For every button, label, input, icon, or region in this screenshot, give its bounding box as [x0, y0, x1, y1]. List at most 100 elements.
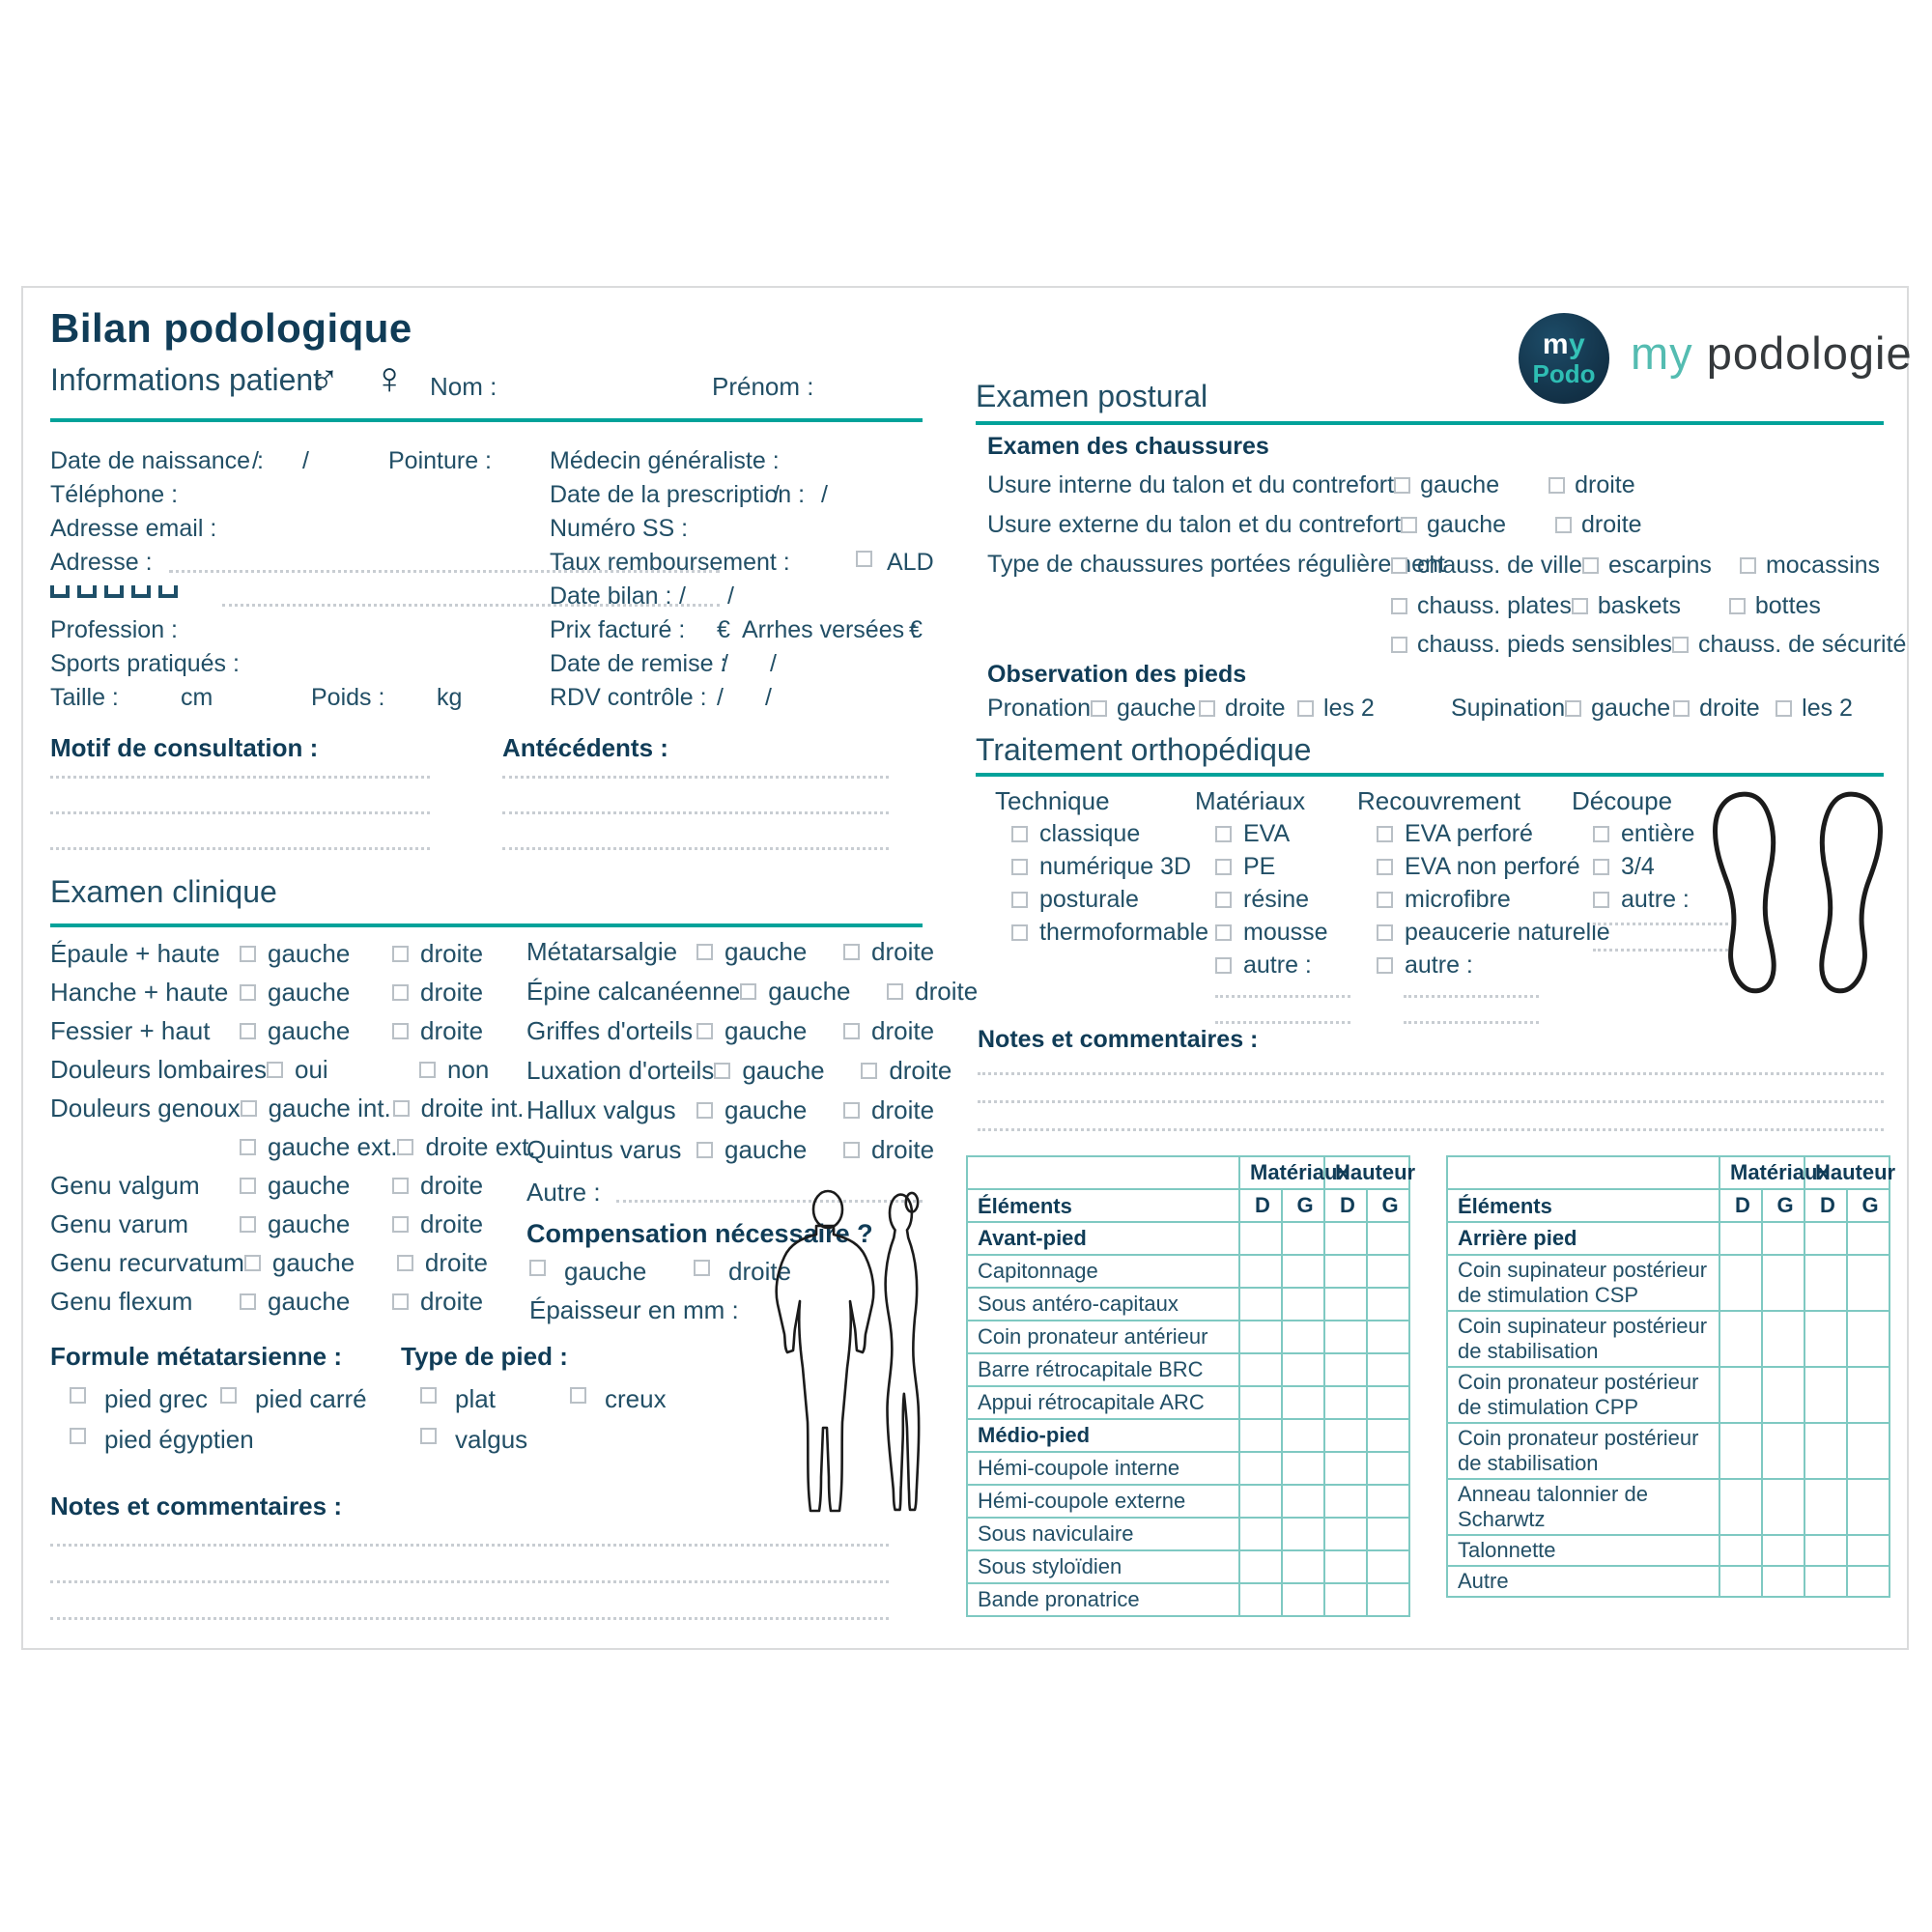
notes-line[interactable] [50, 1544, 889, 1547]
checkbox-droite[interactable] [1673, 699, 1690, 717]
code-postal-boxes[interactable] [50, 585, 185, 603]
checkbox-les-2[interactable] [1297, 699, 1315, 717]
checkbox-droite[interactable] [1548, 476, 1566, 494]
table-cell[interactable] [1846, 1366, 1890, 1424]
checkbox-gauche[interactable] [696, 1141, 713, 1158]
antecedents-line[interactable] [502, 776, 889, 779]
table-cell[interactable] [1761, 1366, 1805, 1424]
checkbox-droite[interactable] [392, 1022, 409, 1039]
antecedents-line[interactable] [502, 811, 889, 814]
table-cell[interactable] [1846, 1565, 1890, 1598]
table-cell[interactable] [1366, 1451, 1410, 1486]
table-cell[interactable] [1281, 1451, 1325, 1486]
table-cell[interactable] [1323, 1549, 1368, 1584]
checkbox-numerique-3d[interactable] [1011, 858, 1028, 875]
checkbox-droite[interactable] [1199, 699, 1216, 717]
table-cell[interactable] [1281, 1418, 1325, 1453]
table-cell[interactable] [1719, 1534, 1763, 1567]
table-cell[interactable] [1761, 1254, 1805, 1312]
notes-line[interactable] [50, 1617, 889, 1620]
materiaux-autre-line[interactable] [1215, 995, 1350, 998]
checkbox-eva-non-perfore[interactable] [1377, 858, 1393, 875]
checkbox-mousse[interactable] [1215, 923, 1232, 941]
table-cell[interactable] [1366, 1385, 1410, 1420]
checkbox-droite[interactable] [392, 1293, 409, 1310]
checkbox-gauche[interactable] [1565, 699, 1582, 717]
table-cell[interactable] [1366, 1418, 1410, 1453]
table-cell[interactable] [1366, 1484, 1410, 1519]
motif-line[interactable] [50, 847, 430, 850]
table-cell[interactable] [1323, 1352, 1368, 1387]
table-cell[interactable] [1281, 1582, 1325, 1617]
table-cell[interactable] [1323, 1254, 1368, 1289]
table-cell[interactable] [1323, 1385, 1368, 1420]
checkbox-decoupe-autre[interactable] [1593, 891, 1609, 908]
table-cell[interactable] [1366, 1254, 1410, 1289]
checkbox-resine[interactable] [1215, 891, 1232, 908]
checkbox-eva-perfore[interactable] [1377, 825, 1393, 842]
table-cell[interactable] [1323, 1582, 1368, 1617]
table-cell[interactable] [1719, 1254, 1763, 1312]
table-cell[interactable] [1238, 1549, 1283, 1584]
notes-line[interactable] [50, 1580, 889, 1583]
checkbox-gauche[interactable] [1394, 476, 1411, 494]
checkbox-pe[interactable] [1215, 858, 1232, 875]
checkbox-gauche[interactable] [240, 1293, 256, 1310]
checkbox-gauche[interactable] [240, 1177, 256, 1194]
table-cell[interactable] [1719, 1565, 1763, 1598]
motif-line[interactable] [50, 811, 430, 814]
table-cell[interactable] [1761, 1221, 1805, 1256]
table-cell[interactable] [1238, 1320, 1283, 1354]
table-cell[interactable] [1804, 1221, 1848, 1256]
table-cell[interactable] [1323, 1418, 1368, 1453]
checkbox-recouvrement-autre[interactable] [1377, 956, 1393, 974]
checkbox-chauss-ville[interactable] [1391, 556, 1407, 574]
table-cell[interactable] [1238, 1582, 1283, 1617]
checkbox-materiaux-autre[interactable] [1215, 956, 1232, 974]
table-cell[interactable] [1846, 1310, 1890, 1368]
checkbox-plat[interactable] [420, 1387, 437, 1404]
autre-line[interactable] [616, 1200, 923, 1203]
decoupe-autre-line[interactable] [1593, 949, 1728, 952]
table-cell[interactable] [1281, 1484, 1325, 1519]
checkbox-gauche[interactable] [240, 1215, 256, 1233]
checkbox-pied-egyptien[interactable] [70, 1428, 86, 1444]
notes-line[interactable] [978, 1100, 1884, 1103]
table-cell[interactable] [1719, 1478, 1763, 1536]
checkbox-droite[interactable] [392, 983, 409, 1001]
checkbox-chauss-pieds-sensibles[interactable] [1391, 636, 1407, 653]
checkbox-droite-ext[interactable] [397, 1138, 414, 1155]
table-cell[interactable] [1323, 1484, 1368, 1519]
checkbox-oui[interactable] [266, 1061, 283, 1078]
table-cell[interactable] [1719, 1221, 1763, 1256]
checkbox-thermoformable[interactable] [1011, 923, 1028, 941]
table-cell[interactable] [1238, 1451, 1283, 1486]
checkbox-compensation-droite[interactable] [694, 1260, 710, 1276]
table-cell[interactable] [1366, 1221, 1410, 1256]
motif-line[interactable] [50, 776, 430, 779]
table-cell[interactable] [1238, 1517, 1283, 1551]
checkbox-gauche-int[interactable] [240, 1099, 257, 1117]
table-cell[interactable] [1323, 1320, 1368, 1354]
table-cell[interactable] [1281, 1287, 1325, 1321]
checkbox-les-2[interactable] [1776, 699, 1793, 717]
checkbox-droite[interactable] [392, 945, 409, 962]
checkbox-droite[interactable] [1555, 516, 1573, 533]
checkbox-droite[interactable] [843, 943, 860, 960]
checkbox-droite[interactable] [843, 1101, 860, 1119]
table-cell[interactable] [1804, 1565, 1848, 1598]
checkbox-entiere[interactable] [1593, 825, 1609, 842]
table-cell[interactable] [1804, 1422, 1848, 1480]
checkbox-droite[interactable] [861, 1062, 878, 1079]
table-cell[interactable] [1846, 1478, 1890, 1536]
recouvrement-autre-line[interactable] [1404, 1021, 1539, 1024]
table-cell[interactable] [1761, 1478, 1805, 1536]
table-cell[interactable] [1323, 1517, 1368, 1551]
table-cell[interactable] [1846, 1422, 1890, 1480]
checkbox-droite[interactable] [843, 1022, 860, 1039]
table-cell[interactable] [1804, 1534, 1848, 1567]
checkbox-gauche-ext[interactable] [240, 1138, 256, 1155]
checkbox-gauche[interactable] [240, 945, 256, 962]
materiaux-autre-line[interactable] [1215, 1021, 1350, 1024]
table-cell[interactable] [1761, 1534, 1805, 1567]
